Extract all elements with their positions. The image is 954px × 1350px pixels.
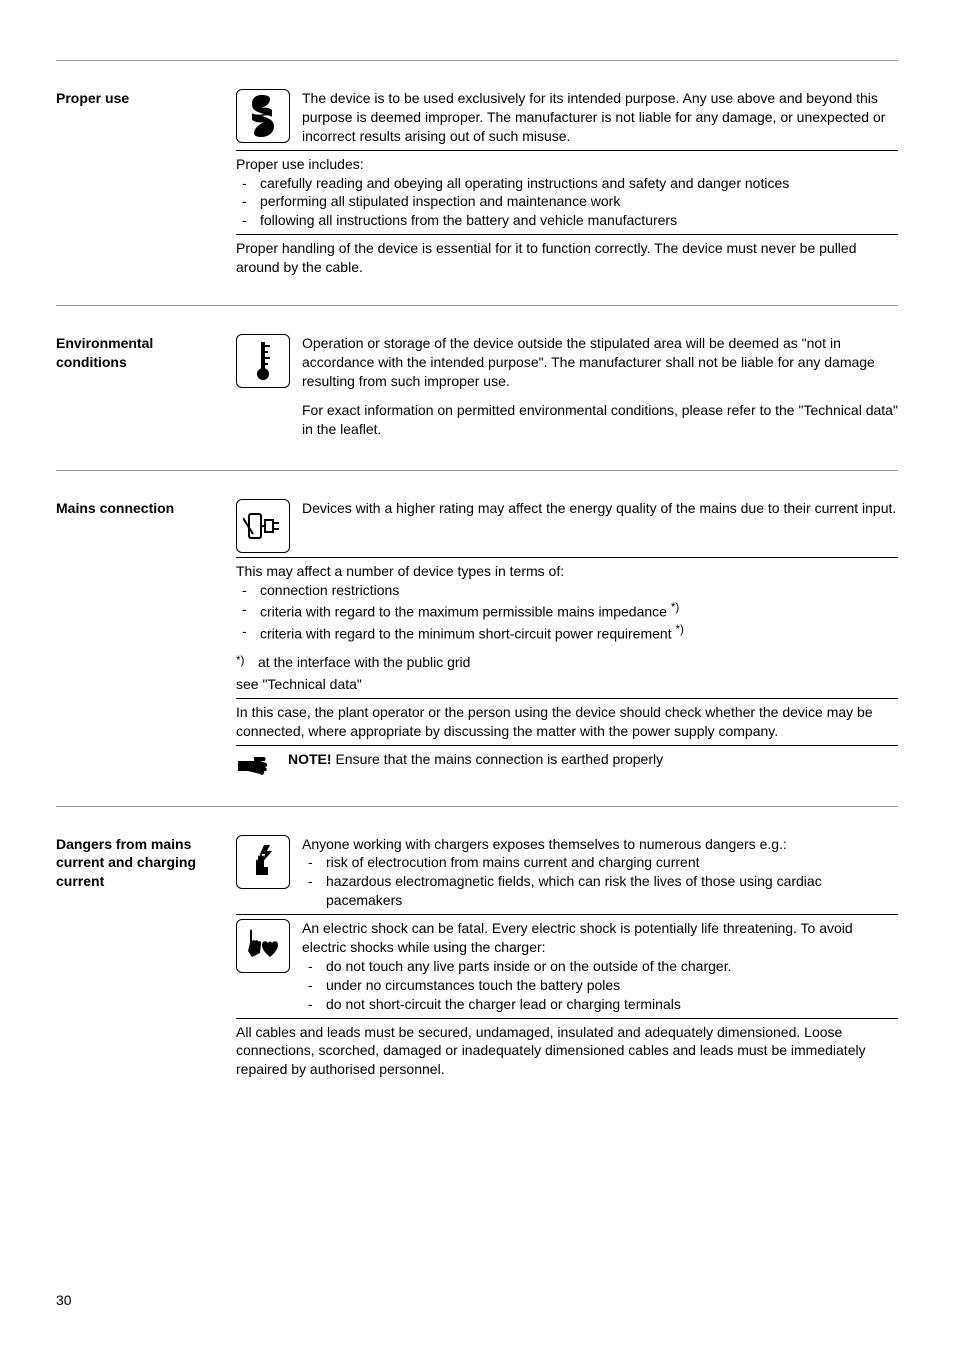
pointing-hand-icon — [236, 750, 280, 778]
heart-pacemaker-icon — [236, 919, 290, 973]
proper-use-block2: Proper use includes: carefully reading a… — [236, 155, 898, 231]
label-dangers: Dangers from mains current and charging … — [56, 835, 236, 1080]
divider — [236, 745, 898, 746]
dangers-block2: An electric shock can be fatal. Every el… — [302, 919, 898, 1013]
mains-intro: This may affect a number of device types… — [236, 562, 898, 581]
list-item: do not touch any live parts inside or on… — [302, 957, 898, 976]
list-item: risk of electrocution from mains current… — [302, 853, 898, 872]
list-item: criteria with regard to the minimum shor… — [236, 622, 898, 644]
divider — [236, 914, 898, 915]
dangers-intro2: An electric shock can be fatal. Every el… — [302, 919, 898, 957]
proper-use-p1: The device is to be used exclusively for… — [302, 89, 898, 146]
label-mains: Mains connection — [56, 499, 236, 777]
section-symbol-icon — [236, 89, 290, 143]
env-p2: For exact information on permitted envir… — [302, 401, 898, 439]
label-proper-use: Proper use — [56, 89, 236, 277]
list-item: do not short-circuit the charger lead or… — [302, 995, 898, 1014]
note-text: NOTE! Ensure that the mains connection i… — [288, 750, 898, 769]
proper-use-intro: Proper use includes: — [236, 155, 898, 174]
list-item: carefully reading and obeying all operat… — [236, 174, 898, 193]
dangers-block1: Anyone working with chargers exposes the… — [302, 835, 898, 911]
list-item: performing all stipulated inspection and… — [236, 192, 898, 211]
content-mains: Devices with a higher rating may affect … — [236, 499, 898, 777]
thermometer-icon — [236, 334, 290, 388]
list-item: criteria with regard to the maximum perm… — [236, 600, 898, 622]
section-proper-use: Proper use The device is to be used excl… — [56, 60, 898, 305]
proper-use-p3: Proper handling of the device is essenti… — [236, 239, 898, 277]
content-proper-use: The device is to be used exclusively for… — [236, 89, 898, 277]
dangers-intro1: Anyone working with chargers exposes the… — [302, 835, 898, 854]
divider — [236, 698, 898, 699]
label-environmental: Environmental conditions — [56, 334, 236, 442]
section-environmental: Environmental conditions Operation or st… — [56, 305, 898, 470]
list-item: following all instructions from the batt… — [236, 211, 898, 230]
section-dangers: Dangers from mains current and charging … — [56, 806, 898, 1108]
mains-p3: In this case, the plant operator or the … — [236, 703, 898, 741]
section-mains: Mains connection Devices with a higher r… — [56, 470, 898, 805]
see-technical: see "Technical data" — [236, 675, 898, 694]
dangers-p3: All cables and leads must be secured, un… — [236, 1023, 898, 1080]
footnote: *)at the interface with the public grid — [236, 653, 898, 675]
plug-icon — [236, 499, 290, 553]
list-item: under no circumstances touch the battery… — [302, 976, 898, 995]
page-number: 30 — [56, 1291, 72, 1310]
list-item: hazardous electromagnetic fields, which … — [302, 872, 898, 910]
content-dangers: Anyone working with chargers exposes the… — [236, 835, 898, 1080]
env-text: Operation or storage of the device outsi… — [302, 334, 898, 438]
note-row: NOTE! Ensure that the mains connection i… — [236, 750, 898, 778]
list-item: connection restrictions — [236, 581, 898, 600]
content-environmental: Operation or storage of the device outsi… — [236, 334, 898, 442]
divider — [236, 234, 898, 235]
divider — [236, 557, 898, 558]
env-p1: Operation or storage of the device outsi… — [302, 334, 898, 391]
mains-p1: Devices with a higher rating may affect … — [302, 499, 898, 518]
electric-hand-icon — [236, 835, 290, 889]
mains-block2: This may affect a number of device types… — [236, 562, 898, 693]
divider — [236, 150, 898, 151]
divider — [236, 1018, 898, 1019]
